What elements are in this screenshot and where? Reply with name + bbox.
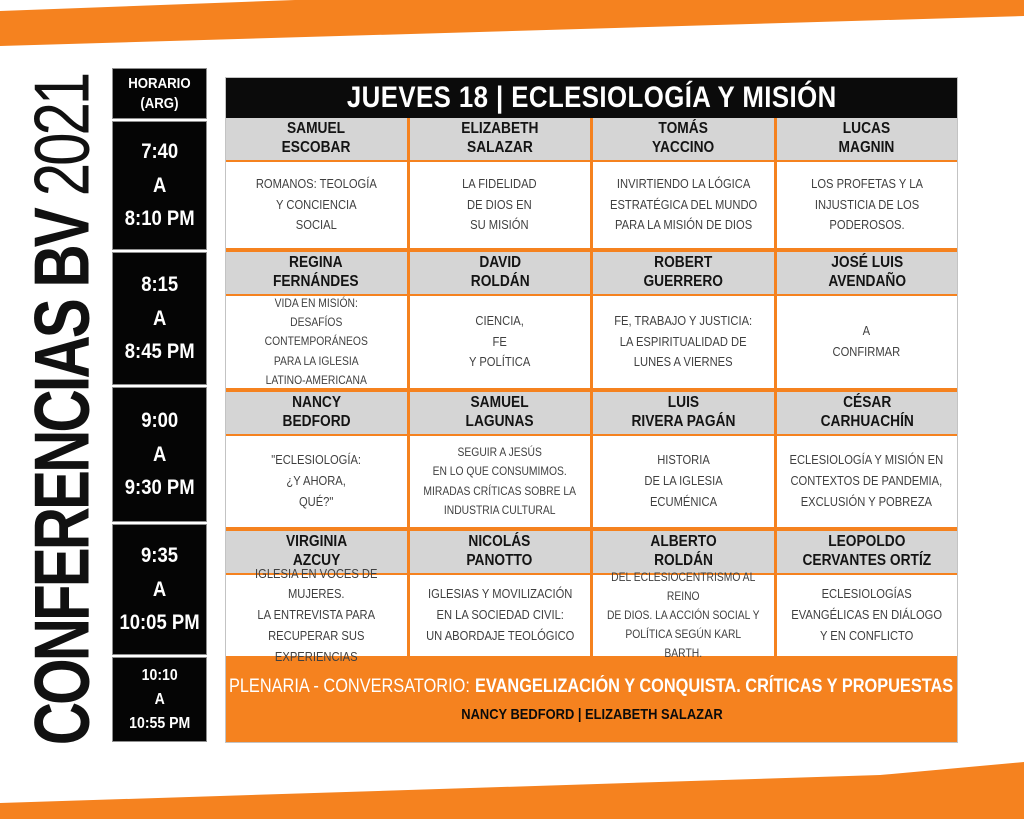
speaker-name-cell: DAVID ROLDÁN: [409, 252, 590, 294]
plenary-speakers: NANCY BEDFORD | ELIZABETH SALAZAR: [460, 705, 723, 723]
talk-title-cell: ROMANOS: TEOLOGÍA Y CONCIENCIA SOCIAL: [226, 162, 407, 248]
speaker-name-cell: CÉSAR CARHUACHÍN: [776, 392, 957, 434]
speaker-name-cell: LUIS RIVERA PAGÁN: [593, 392, 774, 434]
brand-year: 2021: [17, 74, 105, 196]
talk-title: CIENCIA, FE Y POLÍTICA: [469, 312, 531, 370]
talk-title: IGLESIAS Y MOVILIZACIÓN EN LA SOCIEDAD C…: [425, 586, 574, 643]
talk-title-cell: "ECLESIOLOGÍA: ¿Y AHORA, QUÉ?": [226, 436, 407, 527]
speaker-name-cell: TOMÁS YACCINO: [593, 118, 774, 160]
plenary-label: PLENARIA - CONVERSATORIO:: [229, 675, 471, 697]
speaker-name-cell: LUCAS MAGNIN: [776, 118, 957, 160]
session-row-1: SAMUEL ESCOBAR ELIZABETH SALAZAR TOMÁS Y…: [226, 118, 957, 248]
talk-title: LA FIDELIDAD DE DIOS EN SU MISIÓN: [462, 175, 538, 233]
brand-name: CONFERENCIAS BV: [17, 209, 105, 745]
time-slot-3: 9:00 A 9:30 PM: [112, 387, 207, 522]
talk-title: DEL ECLESIOCENTRISMO AL REINO DE DIOS. L…: [606, 569, 760, 661]
speaker-name: ALBERTO ROLDÁN: [650, 533, 717, 569]
schedule-table: JUEVES 18 | ECLESIOLOGÍA Y MISIÓN SAMUEL…: [225, 77, 958, 743]
plenary-title: EVANGELIZACIÓN Y CONQUISTA. CRÍTICAS Y P…: [475, 675, 954, 697]
time-slot-label: 10:10 A 10:55 PM: [128, 666, 191, 732]
talk-title: FE, TRABAJO Y JUSTICIA: LA ESPIRITUALIDA…: [614, 312, 753, 370]
time-slot-2: 8:15 A 8:45 PM: [112, 252, 207, 385]
speaker-name-cell: ELIZABETH SALAZAR: [409, 118, 590, 160]
speaker-name: CÉSAR CARHUACHÍN: [820, 394, 914, 430]
talk-title: IGLESIA EN VOCES DE MUJERES. LA ENTREVIS…: [255, 565, 378, 664]
speaker-name: NANCY BEDFORD: [282, 394, 351, 430]
time-slot-label: 9:35 A 10:05 PM: [119, 544, 200, 635]
day-header-title: JUEVES 18 | ECLESIOLOGÍA Y MISIÓN: [346, 81, 837, 114]
top-orange-stripe: [0, 0, 1024, 46]
talk-title: VIDA EN MISIÓN: DESAFÍOS CONTEMPORÁNEOS …: [264, 296, 368, 387]
speaker-name: LEOPOLDO CERVANTES ORTÍZ: [802, 533, 932, 569]
brand-vertical-title: CONFERENCIAS BV 2021: [0, 0, 124, 819]
talk-title: LOS PROFETAS Y LA INJUSTICIA DE LOS PODE…: [810, 175, 923, 233]
speaker-name: ROBERT GUERRERO: [643, 254, 723, 290]
talk-title: A CONFIRMAR: [832, 323, 901, 359]
talk-title-cell: ECLESIOLOGÍA Y MISIÓN EN CONTEXTOS DE PA…: [776, 436, 957, 527]
time-slot-5: 10:10 A 10:55 PM: [112, 657, 207, 742]
time-slot-4: 9:35 A 10:05 PM: [112, 524, 207, 655]
talk-title: SEGUIR A JESÚS EN LO QUE CONSUMIMOS. MIR…: [423, 445, 577, 517]
talk-title-cell: LA FIDELIDAD DE DIOS EN SU MISIÓN: [409, 162, 590, 248]
talk-title-cell: IGLESIAS Y MOVILIZACIÓN EN LA SOCIEDAD C…: [409, 575, 590, 656]
talk-title: ECLESIOLOGÍA Y MISIÓN EN CONTEXTOS DE PA…: [789, 452, 944, 509]
speaker-name: LUCAS MAGNIN: [838, 120, 895, 156]
session-row-2: REGINA FERNÁNDES DAVID ROLDÁN ROBERT GUE…: [226, 252, 957, 388]
talk-title-cell: VIDA EN MISIÓN: DESAFÍOS CONTEMPORÁNEOS …: [226, 296, 407, 388]
talk-title-cell: FE, TRABAJO Y JUSTICIA: LA ESPIRITUALIDA…: [593, 296, 774, 388]
plenary-banner: PLENARIA - CONVERSATORIO: EVANGELIZACIÓN …: [226, 656, 957, 742]
speaker-name-cell: LEOPOLDO CERVANTES ORTÍZ: [776, 531, 957, 573]
speaker-name-cell: SAMUEL ESCOBAR: [226, 118, 407, 160]
time-column-header: HORARIO (ARG): [112, 68, 207, 119]
speaker-name: JOSÉ LUIS AVENDAÑO: [827, 254, 906, 290]
talk-title-cell: SEGUIR A JESÚS EN LO QUE CONSUMIMOS. MIR…: [409, 436, 590, 527]
speaker-name-cell: JOSÉ LUIS AVENDAÑO: [776, 252, 957, 294]
speaker-name: LUIS RIVERA PAGÁN: [631, 394, 736, 430]
speaker-name-cell: ROBERT GUERRERO: [593, 252, 774, 294]
speaker-name: NICOLÁS PANOTTO: [466, 533, 533, 569]
talk-title-cell: ECLESIOLOGÍAS EVANGÉLICAS EN DIÁLOGO Y E…: [776, 575, 957, 656]
time-header-label: HORARIO (ARG): [128, 75, 191, 112]
speaker-name: SAMUEL ESCOBAR: [281, 120, 351, 156]
talk-title-cell: DEL ECLESIOCENTRISMO AL REINO DE DIOS. L…: [593, 570, 774, 660]
speaker-name: TOMÁS YACCINO: [652, 120, 715, 156]
schedule-grid: SAMUEL ESCOBAR ELIZABETH SALAZAR TOMÁS Y…: [226, 118, 957, 664]
talk-title-cell: HISTORIA DE LA IGLESIA ECUMÉNICA: [593, 436, 774, 527]
talk-title-cell: INVIRTIENDO LA LÓGICA ESTRATÉGICA DEL MU…: [593, 162, 774, 248]
talk-title-cell: CIENCIA, FE Y POLÍTICA: [409, 296, 590, 388]
speaker-name-cell: ALBERTO ROLDÁN: [593, 531, 774, 573]
talk-title: INVIRTIENDO LA LÓGICA ESTRATÉGICA DEL MU…: [609, 175, 757, 233]
talk-title-cell: A CONFIRMAR: [776, 296, 957, 388]
talk-title-cell: LOS PROFETAS Y LA INJUSTICIA DE LOS PODE…: [776, 162, 957, 248]
talk-title: "ECLESIOLOGÍA: ¿Y AHORA, QUÉ?": [271, 452, 362, 509]
speaker-name: DAVID ROLDÁN: [470, 254, 530, 290]
time-slot-label: 9:00 A 9:30 PM: [124, 409, 195, 500]
speaker-name: SAMUEL LAGUNAS: [465, 394, 534, 430]
speaker-name-cell: NANCY BEDFORD: [226, 392, 407, 434]
session-row-3: NANCY BEDFORD SAMUEL LAGUNAS LUIS RIVERA…: [226, 392, 957, 527]
session-row-4: VIRGINIA AZCUY NICOLÁS PANOTTO ALBERTO R…: [226, 531, 957, 664]
speaker-name: VIRGINIA AZCUY: [285, 533, 347, 569]
day-header-bar: JUEVES 18 | ECLESIOLOGÍA Y MISIÓN: [226, 78, 957, 118]
speaker-name-cell: REGINA FERNÁNDES: [226, 252, 407, 294]
time-slot-1: 7:40 A 8:10 PM: [112, 121, 207, 250]
speaker-name-cell: SAMUEL LAGUNAS: [409, 392, 590, 434]
speaker-name-cell: VIRGINIA AZCUY: [226, 531, 407, 573]
speaker-name: ELIZABETH SALAZAR: [461, 120, 539, 156]
speaker-name-cell: NICOLÁS PANOTTO: [409, 531, 590, 573]
speaker-name: REGINA FERNÁNDES: [273, 254, 360, 290]
time-slot-label: 8:15 A 8:45 PM: [124, 273, 195, 364]
talk-title: ROMANOS: TEOLOGÍA Y CONCIENCIA SOCIAL: [255, 175, 377, 233]
time-slot-label: 7:40 A 8:10 PM: [124, 140, 195, 231]
bottom-orange-stripe: [0, 762, 1024, 819]
talk-title: ECLESIOLOGÍAS EVANGÉLICAS EN DIÁLOGO Y E…: [791, 586, 943, 643]
talk-title-cell: IGLESIA EN VOCES DE MUJERES. LA ENTREVIS…: [226, 566, 407, 664]
talk-title: HISTORIA DE LA IGLESIA ECUMÉNICA: [644, 452, 723, 509]
